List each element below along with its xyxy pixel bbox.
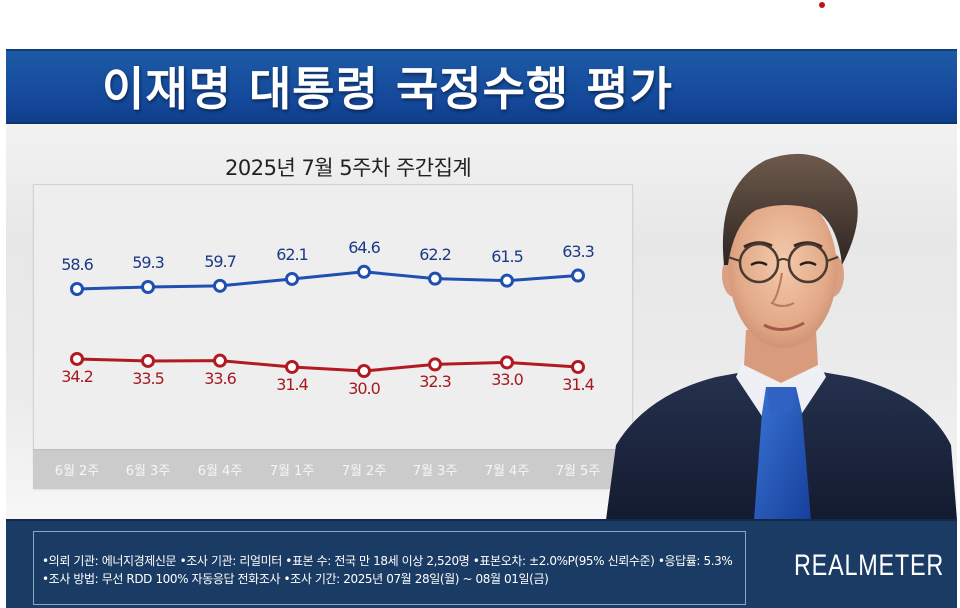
- x-tick: 7월 2주: [341, 464, 387, 479]
- x-tick: 6월 3주: [125, 464, 171, 479]
- president-portrait: [606, 115, 957, 520]
- portrait-icon: [606, 153, 957, 520]
- x-tick: 7월 4주: [484, 464, 530, 479]
- data-point-marker: [70, 282, 84, 296]
- data-point-marker: [70, 351, 84, 366]
- data-point-marker: [213, 278, 227, 293]
- negative-label: 32.3: [419, 372, 452, 392]
- survey-info-box: •의뢰 기관: 에너지경제신문 •조사 기관: 리얼미터 •표본 수: 전국 만…: [33, 531, 746, 605]
- positive-label: 63.3: [562, 241, 595, 261]
- header-bar: 이재명 대통령 국정수행 평가: [6, 49, 957, 124]
- x-tick: 7월 5주: [555, 464, 601, 479]
- negative-label: 31.4: [276, 374, 309, 394]
- negative-label: 33.5: [132, 368, 165, 388]
- x-tick: 6월 2주: [54, 464, 100, 479]
- footer: •의뢰 기관: 에너지경제신문 •조사 기관: 리얼미터 •표본 수: 전국 만…: [6, 519, 957, 608]
- x-axis-band: [33, 449, 633, 489]
- positive-line: [76, 270, 579, 291]
- negative-line: [76, 357, 579, 373]
- negative-label: 31.4: [562, 374, 595, 394]
- positive-label: 58.6: [61, 255, 94, 274]
- positive-label: 59.7: [204, 251, 237, 271]
- x-tick: 7월 3주: [412, 464, 458, 479]
- positive-label: 59.3: [132, 252, 165, 272]
- red-dot-icon: [819, 2, 825, 8]
- x-tick: 6월 4주: [197, 464, 243, 479]
- chart-panel: [33, 184, 633, 489]
- data-point-marker: [428, 271, 442, 286]
- data-point-marker: [141, 353, 155, 368]
- survey-info-line-2: •조사 방법: 무선 RDD 100% 자동응답 전화조사 •조사 기간: 20…: [42, 572, 549, 586]
- negative-label: 30.0: [348, 379, 381, 398]
- data-point-marker: [500, 273, 514, 288]
- negative-label: 33.6: [204, 368, 237, 388]
- positive-label: 64.6: [348, 237, 381, 257]
- top-strip: [0, 0, 960, 48]
- positive-label: 62.1: [276, 244, 309, 264]
- negative-label: 34.2: [61, 366, 94, 386]
- data-point-marker: [500, 355, 514, 370]
- positive-label: 61.5: [491, 246, 524, 266]
- data-point-marker: [357, 364, 371, 378]
- data-point-marker: [357, 264, 371, 279]
- data-point-marker: [571, 268, 585, 283]
- positive-label: 62.2: [419, 244, 452, 264]
- page-title: 이재명 대통령 국정수행 평가: [102, 62, 673, 116]
- realmeter-logo: REALMETER: [794, 549, 945, 582]
- data-point-marker: [571, 359, 585, 374]
- survey-info-line-1: •의뢰 기관: 에너지경제신문 •조사 기관: 리얼미터 •표본 수: 전국 만…: [42, 554, 733, 568]
- data-point-marker: [285, 271, 299, 286]
- negative-label: 33.0: [491, 370, 524, 390]
- data-point-marker: [141, 279, 155, 294]
- data-point-marker: [428, 357, 442, 372]
- data-point-marker: [285, 359, 299, 374]
- x-tick: 7월 1주: [269, 464, 315, 479]
- data-point-marker: [213, 353, 227, 368]
- chart-subtitle: 2025년 7월 5주차 주간집계: [225, 156, 472, 180]
